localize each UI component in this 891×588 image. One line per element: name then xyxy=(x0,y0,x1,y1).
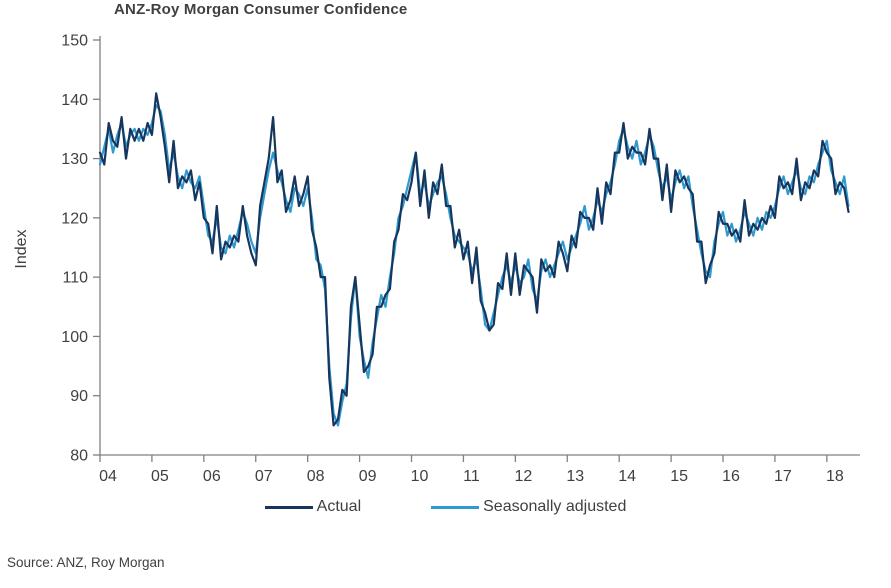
svg-text:150: 150 xyxy=(61,33,88,50)
source-attribution: Source: ANZ, Roy Morgan xyxy=(7,555,165,570)
svg-text:90: 90 xyxy=(70,388,88,405)
svg-text:05: 05 xyxy=(151,468,169,485)
svg-text:130: 130 xyxy=(61,151,88,168)
svg-text:110: 110 xyxy=(62,270,88,287)
svg-text:12: 12 xyxy=(514,468,532,485)
legend-item-actual: Actual xyxy=(264,498,362,516)
svg-text:80: 80 xyxy=(70,448,88,465)
legend-item-seasonal: Seasonally adjusted xyxy=(431,498,626,516)
svg-text:18: 18 xyxy=(826,468,844,485)
legend-label-actual: Actual xyxy=(316,498,362,515)
svg-text:04: 04 xyxy=(99,468,117,485)
svg-text:10: 10 xyxy=(411,468,429,485)
svg-text:120: 120 xyxy=(61,210,88,227)
svg-text:13: 13 xyxy=(566,468,584,485)
seasonal-line-swatch xyxy=(431,505,480,509)
svg-text:14: 14 xyxy=(618,468,636,485)
svg-text:08: 08 xyxy=(307,468,325,485)
svg-text:15: 15 xyxy=(670,468,688,485)
svg-text:11: 11 xyxy=(463,468,480,485)
svg-text:100: 100 xyxy=(61,329,88,346)
plot-svg: 80 90 100 110 120 130 140 150 04 05 06 07 08 09 10 11 12… xyxy=(61,33,860,485)
actual-line-swatch xyxy=(264,505,313,509)
chart-title: ANZ-Roy Morgan Consumer Confidence xyxy=(114,1,408,18)
svg-text:09: 09 xyxy=(359,468,377,485)
chart-legend: Actual Seasonally adjusted xyxy=(0,498,891,516)
svg-text:06: 06 xyxy=(203,468,221,485)
svg-text:16: 16 xyxy=(722,468,740,485)
legend-label-seasonal: Seasonally adjusted xyxy=(483,498,627,515)
svg-text:07: 07 xyxy=(255,468,273,485)
svg-text:17: 17 xyxy=(774,468,792,485)
svg-text:140: 140 xyxy=(61,92,88,109)
